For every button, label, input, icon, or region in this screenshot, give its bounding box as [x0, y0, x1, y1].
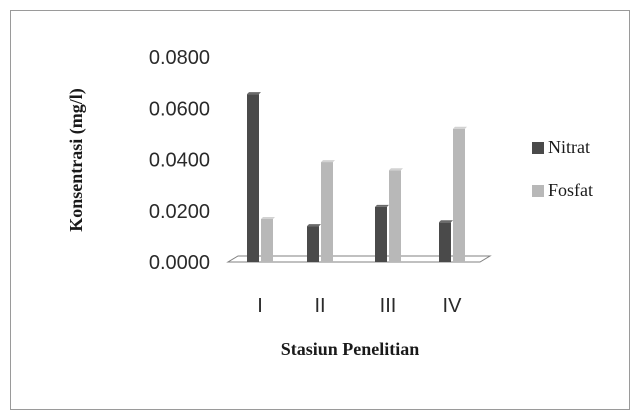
x-axis-ticks: I II III IV	[257, 295, 462, 317]
bar-fosfat-II	[321, 162, 333, 262]
x-tick-label: I	[257, 295, 263, 317]
x-tick-label: II	[314, 295, 325, 317]
x-tick-label: III	[380, 295, 397, 317]
bar-fosfat-III	[389, 170, 401, 262]
bar-nitrat-IV	[439, 222, 451, 262]
bar-fosfat-I	[261, 218, 273, 262]
y-axis-ticks: 0.0000 0.0200 0.0400 0.0600 0.0800	[149, 47, 210, 274]
legend-label-fosfat: Fosfat	[548, 180, 593, 200]
bar-top-fosfat-II	[321, 160, 335, 163]
bar-nitrat-III	[375, 206, 387, 262]
bar-top-nitrat-IV	[439, 220, 453, 223]
bar-fosfat-IV	[453, 128, 465, 262]
y-tick-label: 0.0400	[149, 150, 210, 172]
bar-top-nitrat-I	[247, 92, 261, 95]
legend-label-nitrat: Nitrat	[548, 137, 590, 157]
bar-nitrat-II	[307, 226, 319, 262]
x-axis-title: Stasiun Penelitian	[281, 339, 420, 359]
bar-top-nitrat-II	[307, 224, 321, 227]
x-tick-label: IV	[443, 295, 463, 317]
chart-frame	[10, 10, 630, 410]
bar-nitrat-I	[247, 94, 259, 262]
y-tick-label: 0.0000	[149, 252, 210, 274]
bars	[247, 92, 467, 262]
y-axis-title: Konsentrasi (mg/l)	[66, 88, 87, 232]
legend-swatch-fosfat	[532, 185, 544, 197]
bar-top-fosfat-I	[261, 216, 275, 219]
legend: Nitrat Fosfat	[532, 137, 593, 200]
legend-swatch-nitrat	[532, 142, 544, 154]
y-tick-label: 0.0200	[149, 201, 210, 223]
y-tick-label: 0.0800	[149, 47, 210, 69]
y-tick-label: 0.0600	[149, 98, 210, 120]
bar-top-fosfat-III	[389, 168, 403, 171]
bar-top-nitrat-III	[375, 204, 389, 207]
bar-top-fosfat-IV	[453, 126, 467, 129]
